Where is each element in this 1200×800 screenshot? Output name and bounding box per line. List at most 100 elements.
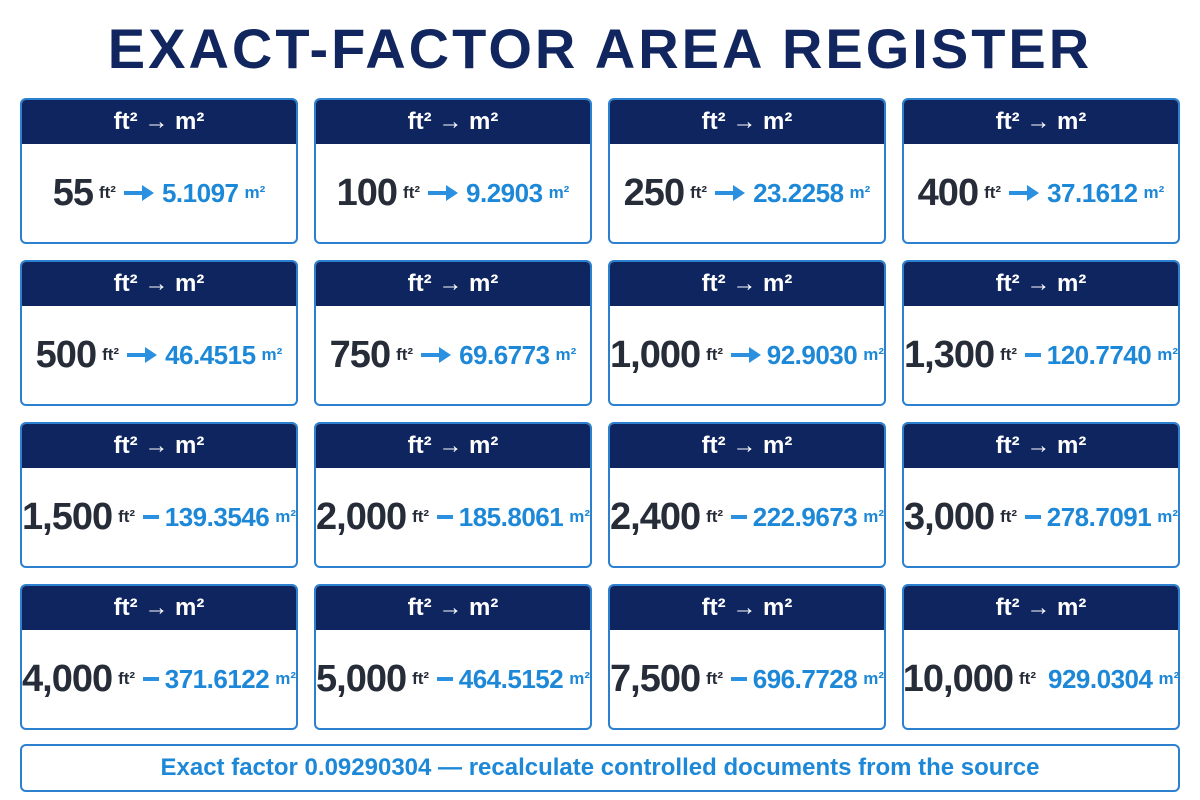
- to-unit: m²: [1157, 507, 1178, 526]
- conversion-card: ft² → m² 500 ft² 46.4515 m²: [20, 260, 298, 406]
- to-unit: m²: [1158, 669, 1180, 688]
- arrow-icon: [437, 515, 453, 519]
- arrow-icon: [1025, 353, 1041, 357]
- from-unit: ft²: [1000, 507, 1018, 526]
- card-header: ft² → m²: [610, 586, 884, 630]
- from-value: 400: [917, 171, 979, 214]
- from-value: 7,500: [610, 657, 701, 700]
- from-value: 5,000: [316, 657, 407, 700]
- to-value: 139.3546: [164, 501, 270, 532]
- card-header: ft² → m²: [22, 100, 296, 144]
- card-header: ft² → m²: [22, 424, 296, 468]
- arrow-icon: [127, 347, 158, 363]
- card-body: 4,000 ft² 371.6122 m²: [22, 630, 296, 728]
- from-unit: ft²: [98, 183, 116, 202]
- conversion-card: ft² → m² 750 ft² 69.6773 m²: [314, 260, 592, 406]
- card-header: ft² → m²: [22, 262, 296, 306]
- from-value: 1,000: [610, 333, 701, 376]
- to-value: 92.9030: [766, 339, 858, 370]
- card-body: 3,000 ft² 278.7091 m²: [904, 468, 1178, 566]
- to-value: 9.2903: [466, 177, 543, 208]
- conversion-card: ft² → m² 250 ft² 23.2258 m²: [608, 98, 886, 244]
- from-unit: ft²: [412, 669, 430, 688]
- from-unit: ft²: [690, 183, 708, 202]
- from-unit: ft²: [1019, 669, 1036, 688]
- to-unit: m²: [863, 345, 884, 364]
- conversion-card: ft² → m² 4,000 ft² 371.6122 m²: [20, 584, 298, 730]
- to-unit: m²: [275, 507, 296, 526]
- to-unit: m²: [1157, 345, 1178, 364]
- from-unit: ft²: [403, 183, 421, 202]
- from-value: 2,000: [316, 495, 407, 538]
- from-unit: ft²: [118, 507, 136, 526]
- arrow-icon: [1009, 185, 1040, 201]
- card-header: ft² → m²: [904, 262, 1178, 306]
- to-unit: m²: [275, 669, 296, 688]
- card-header: ft² → m²: [610, 262, 884, 306]
- to-value: 464.5152: [458, 663, 564, 694]
- to-value: 185.8061: [458, 501, 564, 532]
- to-value: 278.7091: [1046, 501, 1152, 532]
- from-value: 500: [35, 333, 97, 376]
- from-value: 4,000: [22, 657, 113, 700]
- card-header: ft² → m²: [316, 586, 590, 630]
- from-value: 55: [52, 171, 94, 214]
- card-header: ft² → m²: [22, 586, 296, 630]
- arrow-icon: [123, 185, 154, 201]
- arrow-icon: [731, 677, 747, 681]
- card-body: 750 ft² 69.6773 m²: [316, 306, 590, 404]
- card-body: 400 ft² 37.1612 m²: [904, 144, 1178, 242]
- from-value: 100: [336, 171, 398, 214]
- from-unit: ft²: [706, 507, 724, 526]
- conversion-card: ft² → m² 2,000 ft² 185.8061 m²: [314, 422, 592, 568]
- arrow-icon: [421, 347, 452, 363]
- card-body: 2,400 ft² 222.9673 m²: [610, 468, 884, 566]
- from-value: 10,000: [902, 657, 1014, 700]
- to-value: 371.6122: [164, 663, 270, 694]
- conversion-card: ft² → m² 1,300 ft² 120.7740 m²: [902, 260, 1180, 406]
- to-value: 5.1097: [161, 177, 239, 208]
- from-unit: ft²: [412, 507, 430, 526]
- arrow-icon: [1025, 515, 1041, 519]
- from-unit: ft²: [102, 345, 120, 364]
- arrow-icon: [143, 515, 159, 519]
- conversion-card: ft² → m² 1,000 ft² 92.9030 m²: [608, 260, 886, 406]
- footer-note: Exact factor 0.09290304 — recalculate co…: [20, 744, 1180, 792]
- arrow-icon: [731, 515, 747, 519]
- to-unit: m²: [244, 183, 266, 202]
- conversion-card: ft² → m² 10,000 ft² 929.0304 m²: [902, 584, 1180, 730]
- to-unit: m²: [569, 669, 590, 688]
- card-body: 1,500 ft² 139.3546 m²: [22, 468, 296, 566]
- to-unit: m²: [261, 345, 283, 364]
- card-header: ft² → m²: [904, 586, 1178, 630]
- card-body: 10,000 ft² 929.0304 m²: [904, 630, 1178, 728]
- from-unit: ft²: [706, 669, 724, 688]
- from-value: 3,000: [904, 495, 995, 538]
- conversion-card: ft² → m² 7,500 ft² 696.7728 m²: [608, 584, 886, 730]
- title: EXACT-FACTOR AREA REGISTER: [107, 17, 1093, 80]
- card-header: ft² → m²: [610, 424, 884, 468]
- to-unit: m²: [863, 669, 884, 688]
- conversion-card: ft² → m² 55 ft² 5.1097 m²: [20, 98, 298, 244]
- from-unit: ft²: [396, 345, 414, 364]
- from-value: 1,500: [22, 495, 113, 538]
- from-value: 1,300: [904, 333, 995, 376]
- to-value: 23.2258: [753, 177, 844, 208]
- arrow-icon: [715, 185, 746, 201]
- card-body: 5,000 ft² 464.5152 m²: [316, 630, 590, 728]
- from-unit: ft²: [706, 345, 724, 364]
- card-body: 1,000 ft² 92.9030 m²: [610, 306, 884, 404]
- card-grid: ft² → m² 55 ft² 5.1097 m² ft² → m² 100 ft² 9.290…: [20, 98, 1180, 730]
- card-body: 250 ft² 23.2258 m²: [610, 144, 884, 242]
- card-body: 500 ft² 46.4515 m²: [22, 306, 296, 404]
- from-value: 2,400: [610, 495, 701, 538]
- arrow-icon: [437, 677, 453, 681]
- conversion-card: ft² → m² 100 ft² 9.2903 m²: [314, 98, 592, 244]
- from-value: 750: [329, 333, 391, 376]
- from-unit: ft²: [984, 183, 1002, 202]
- card-header: ft² → m²: [904, 100, 1178, 144]
- arrow-icon: [143, 677, 159, 681]
- card-body: 2,000 ft² 185.8061 m²: [316, 468, 590, 566]
- to-value: 46.4515: [165, 339, 256, 370]
